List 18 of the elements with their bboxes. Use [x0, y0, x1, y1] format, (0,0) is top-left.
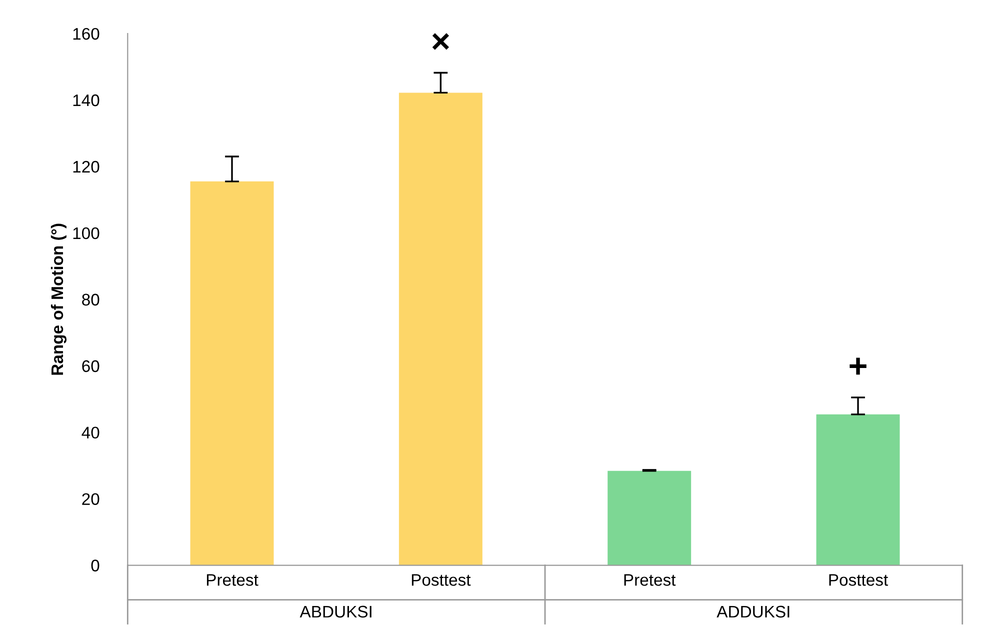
- y-tick-label: 100: [73, 227, 100, 240]
- text: ADDUKSI: [716, 606, 790, 618]
- x-tick-label: Pretest: [624, 574, 676, 586]
- y-tick-label: 160: [73, 28, 100, 40]
- y-tick-label: 140: [73, 94, 100, 106]
- y-tick-label: 80: [82, 294, 100, 306]
- y-tick-label: 120: [73, 160, 100, 173]
- text: ABDUKSI: [300, 606, 372, 618]
- y-axis-title: Range of Motion (°): [50, 224, 67, 375]
- x-tick-label: Pretest: [206, 574, 258, 586]
- annotation: ×: [432, 33, 450, 50]
- x-tick-label: Posttest: [412, 574, 471, 586]
- y-tick-label: 20: [82, 493, 100, 506]
- x-tick-label: Posttest: [829, 574, 888, 586]
- y-tick-label: 40: [82, 426, 100, 439]
- annotation: +: [850, 358, 866, 375]
- y-tick-label: 60: [82, 360, 100, 372]
- y-tick-label: 0: [91, 560, 100, 572]
